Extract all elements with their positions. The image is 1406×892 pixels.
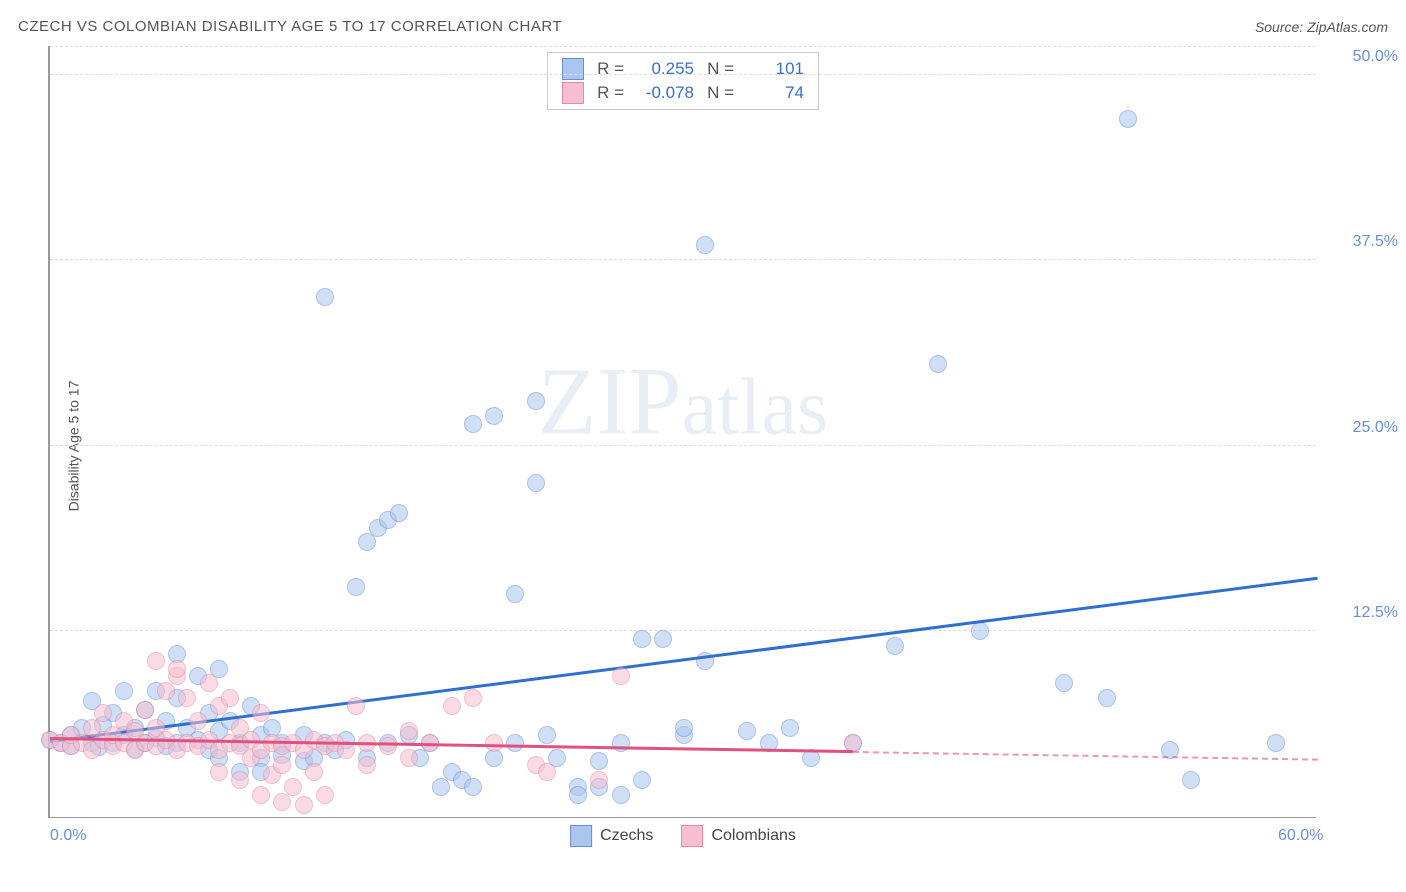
data-point <box>464 689 482 707</box>
data-point <box>527 392 545 410</box>
data-point <box>400 722 418 740</box>
data-point <box>305 763 323 781</box>
data-point <box>929 355 947 373</box>
data-point <box>696 236 714 254</box>
data-point <box>189 712 207 730</box>
data-point <box>252 704 270 722</box>
data-point <box>738 722 756 740</box>
data-point <box>1119 110 1137 128</box>
data-point <box>1055 674 1073 692</box>
data-point <box>390 504 408 522</box>
data-point <box>273 793 291 811</box>
legend-stats-row: R = 0.255 N = 101 <box>562 57 804 81</box>
stat-n-value: 74 <box>746 83 804 103</box>
data-point <box>781 719 799 737</box>
data-point <box>886 637 904 655</box>
data-point <box>590 752 608 770</box>
legend-swatch <box>562 58 584 80</box>
legend-item: Colombians <box>681 825 795 847</box>
data-point <box>971 622 989 640</box>
data-point <box>675 719 693 737</box>
stat-r-label: R = <box>596 59 624 79</box>
gridline <box>50 259 1316 260</box>
gridline <box>50 445 1316 446</box>
data-point <box>136 701 154 719</box>
data-point <box>284 778 302 796</box>
data-point <box>569 786 587 804</box>
y-tick-label: 25.0% <box>1326 419 1398 437</box>
stat-n-label: N = <box>706 83 734 103</box>
source-credit: Source: ZipAtlas.com <box>1255 19 1388 35</box>
data-point <box>1098 689 1116 707</box>
data-point <box>432 778 450 796</box>
series-legend: Czechs Colombians <box>570 825 796 847</box>
data-point <box>358 756 376 774</box>
data-point <box>221 689 239 707</box>
gridline <box>50 74 1316 75</box>
data-point <box>178 689 196 707</box>
data-point <box>1267 734 1285 752</box>
data-point <box>252 786 270 804</box>
data-point <box>231 771 249 789</box>
scatter-plot: ZIPatlas R =0.255N =101R =-0.078N =74 Cz… <box>48 46 1316 818</box>
legend-stats-row: R = -0.078 N = 74 <box>562 81 804 105</box>
data-point <box>527 474 545 492</box>
legend-swatch <box>681 825 703 847</box>
data-point <box>379 737 397 755</box>
data-point <box>316 288 334 306</box>
legend-swatch <box>562 82 584 104</box>
data-point <box>347 578 365 596</box>
legend-label: Czechs <box>600 827 653 845</box>
data-point <box>316 786 334 804</box>
y-tick-label: 50.0% <box>1326 48 1398 66</box>
data-point <box>400 749 418 767</box>
watermark: ZIPatlas <box>538 345 829 456</box>
data-point <box>538 726 556 744</box>
data-point <box>443 697 461 715</box>
stat-r-value: 0.255 <box>636 59 694 79</box>
legend-item: Czechs <box>570 825 653 847</box>
data-point <box>612 667 630 685</box>
data-point <box>633 771 651 789</box>
data-point <box>612 786 630 804</box>
gridline <box>50 630 1316 631</box>
trend-line <box>50 576 1318 742</box>
data-point <box>358 533 376 551</box>
legend-swatch <box>570 825 592 847</box>
data-point <box>210 763 228 781</box>
data-point <box>157 682 175 700</box>
data-point <box>590 771 608 789</box>
correlation-legend: R = 0.255 N = 101 R = -0.078 N = 74 <box>547 52 819 110</box>
y-tick-label: 37.5% <box>1326 233 1398 251</box>
gridline <box>50 46 1316 47</box>
trend-line <box>853 751 1318 761</box>
data-point <box>1182 771 1200 789</box>
stat-n-label: N = <box>706 59 734 79</box>
data-point <box>347 697 365 715</box>
data-point <box>633 630 651 648</box>
data-point <box>147 652 165 670</box>
data-point <box>273 756 291 774</box>
x-tick-label: 0.0% <box>50 827 86 845</box>
data-point <box>295 796 313 814</box>
data-point <box>506 734 524 752</box>
data-point <box>464 778 482 796</box>
stat-r-value: -0.078 <box>636 83 694 103</box>
data-point <box>485 407 503 425</box>
data-point <box>94 704 112 722</box>
stat-r-label: R = <box>596 83 624 103</box>
data-point <box>485 734 503 752</box>
data-point <box>200 674 218 692</box>
data-point <box>168 660 186 678</box>
data-point <box>464 415 482 433</box>
data-point <box>538 763 556 781</box>
chart-title: CZECH VS COLOMBIAN DISABILITY AGE 5 TO 1… <box>18 18 562 35</box>
data-point <box>115 682 133 700</box>
stat-n-value: 101 <box>746 59 804 79</box>
y-tick-label: 12.5% <box>1326 604 1398 622</box>
x-tick-label: 60.0% <box>1278 827 1323 845</box>
data-point <box>506 585 524 603</box>
data-point <box>654 630 672 648</box>
legend-label: Colombians <box>711 827 795 845</box>
